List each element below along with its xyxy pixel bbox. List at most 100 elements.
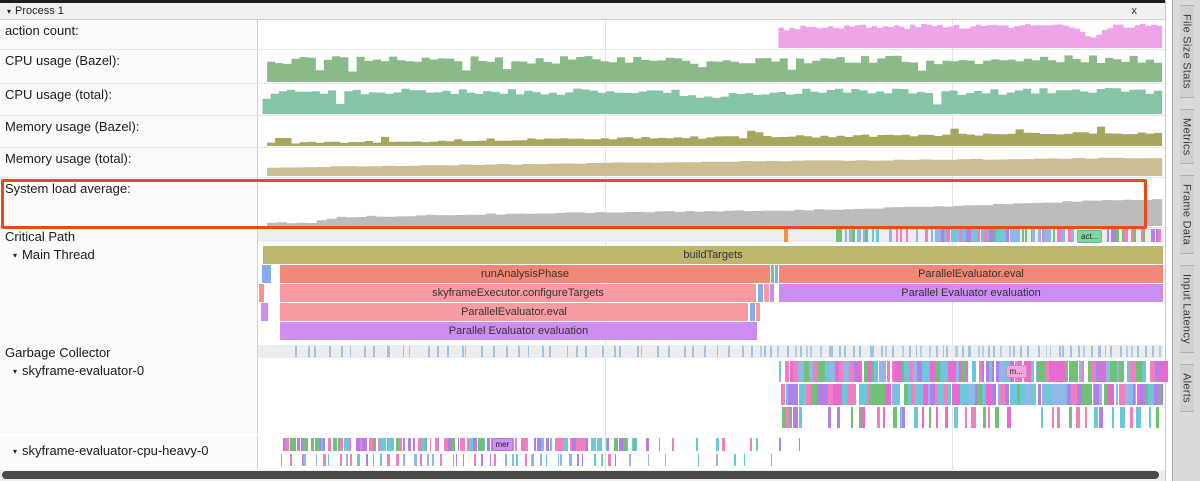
trace-slice[interactable]	[1003, 229, 1009, 242]
trace-slice[interactable]	[810, 346, 812, 357]
trace-slice[interactable]	[804, 361, 813, 382]
trace-slice[interactable]	[935, 361, 939, 382]
trace-slice[interactable]	[1150, 229, 1156, 242]
trace-slice[interactable]	[921, 407, 925, 428]
trace-slice[interactable]	[858, 407, 864, 428]
trace-slice[interactable]	[716, 438, 719, 451]
trace-slice[interactable]	[1060, 384, 1066, 405]
trace-slice[interactable]	[1088, 384, 1093, 405]
trace-slice[interactable]	[1111, 407, 1115, 428]
trace-slice[interactable]	[569, 454, 572, 466]
trace-slice[interactable]	[1129, 407, 1134, 428]
trace-slice[interactable]	[858, 361, 862, 382]
trace-slice[interactable]	[786, 407, 791, 428]
trace-slice[interactable]	[483, 438, 486, 451]
trace-slice[interactable]	[915, 229, 918, 242]
trace-slice[interactable]	[550, 438, 553, 451]
trace-slice[interactable]	[656, 346, 659, 357]
trace-slice[interactable]	[928, 407, 931, 428]
trace-slice[interactable]	[834, 361, 843, 382]
trace-slice[interactable]	[914, 384, 925, 405]
trace-slice[interactable]	[991, 384, 997, 405]
trace-slice[interactable]	[903, 361, 912, 382]
trace-slice[interactable]	[506, 346, 508, 357]
trace-slice[interactable]	[373, 438, 377, 451]
trace-slice[interactable]	[900, 229, 903, 242]
trace-slice[interactable]	[469, 438, 474, 451]
trace-slice[interactable]	[968, 384, 976, 405]
tab-frame-data[interactable]: Frame Data	[1179, 175, 1194, 255]
trace-slice[interactable]	[1031, 384, 1035, 405]
trace-slice[interactable]	[504, 454, 508, 466]
trace-slice[interactable]	[940, 229, 947, 242]
trace-slice[interactable]	[782, 407, 787, 428]
trace-slice[interactable]	[419, 454, 423, 466]
trace-slice[interactable]	[743, 454, 745, 466]
trace-slice[interactable]	[971, 407, 976, 428]
trace-slice[interactable]	[995, 361, 1002, 382]
trace-slice[interactable]	[945, 407, 949, 428]
trace-slice[interactable]	[296, 438, 300, 451]
trace-slice[interactable]	[751, 346, 753, 357]
trace-slice[interactable]	[1103, 384, 1107, 405]
trace-slice[interactable]	[863, 229, 866, 242]
trace-slice[interactable]	[778, 438, 781, 451]
trace-slice[interactable]	[1130, 229, 1136, 242]
trace-slice[interactable]	[878, 384, 886, 405]
trace-slice[interactable]	[549, 346, 552, 357]
trace-slice[interactable]	[285, 438, 289, 451]
trace-slice[interactable]	[515, 438, 518, 451]
trace-slice[interactable]	[895, 384, 900, 405]
trace-slice[interactable]	[1013, 346, 1016, 357]
trace-slice[interactable]	[851, 384, 855, 405]
trace-slice[interactable]	[512, 454, 514, 466]
trace-slice[interactable]	[339, 454, 342, 466]
trace-slice[interactable]	[629, 454, 631, 466]
trace-slice[interactable]	[1094, 407, 1099, 428]
trace-slice[interactable]	[1082, 346, 1085, 357]
trace-slice[interactable]	[559, 454, 563, 466]
trace-slice[interactable]	[953, 407, 959, 428]
trace-slice[interactable]	[787, 346, 789, 357]
trace-slice[interactable]	[307, 346, 310, 357]
trace-slice[interactable]	[1019, 346, 1022, 357]
trace-slice[interactable]	[1025, 384, 1033, 405]
trace-slice[interactable]	[1136, 346, 1139, 357]
trace-slice[interactable]	[1098, 384, 1103, 405]
trace-slice[interactable]	[781, 384, 786, 405]
trace-slice[interactable]	[1044, 229, 1049, 242]
trace-slice[interactable]	[487, 438, 490, 451]
trace-slice[interactable]	[937, 229, 941, 242]
trace-badge[interactable]: m...	[1005, 365, 1027, 378]
trace-slice[interactable]	[908, 384, 912, 405]
trace-slice[interactable]	[946, 384, 951, 405]
trace-slice[interactable]	[956, 229, 962, 242]
trace-slice[interactable]	[576, 454, 579, 466]
trace-slice[interactable]	[922, 361, 934, 382]
trace-slice[interactable]	[1016, 384, 1022, 405]
flame-slice[interactable]	[259, 284, 264, 302]
trace-slice[interactable]	[742, 346, 745, 357]
trace-slice[interactable]	[388, 438, 394, 451]
trace-slice[interactable]	[647, 454, 650, 466]
trace-slice[interactable]	[1084, 407, 1087, 428]
flame-slice[interactable]	[770, 284, 774, 302]
trace-slice[interactable]	[1014, 229, 1018, 242]
trace-slice[interactable]	[526, 438, 529, 451]
trace-slice[interactable]	[1064, 361, 1069, 382]
trace-slice[interactable]	[1156, 407, 1159, 428]
trace-slice[interactable]	[1158, 361, 1169, 382]
collapse-arrow-icon[interactable]: ▾	[7, 7, 12, 16]
trace-slice[interactable]	[770, 454, 773, 466]
trace-slice[interactable]	[945, 346, 948, 357]
trace-slice[interactable]	[1067, 229, 1071, 242]
trace-slice[interactable]	[787, 384, 794, 405]
trace-slice[interactable]	[640, 346, 643, 357]
trace-slice[interactable]	[892, 384, 897, 405]
flame-slice[interactable]: buildTargets	[263, 246, 1163, 264]
trace-slice[interactable]	[830, 361, 840, 382]
trace-slice[interactable]	[1038, 346, 1041, 357]
trace-slice[interactable]	[880, 346, 883, 357]
close-icon[interactable]: x	[1131, 5, 1138, 17]
trace-slice[interactable]	[892, 407, 897, 428]
